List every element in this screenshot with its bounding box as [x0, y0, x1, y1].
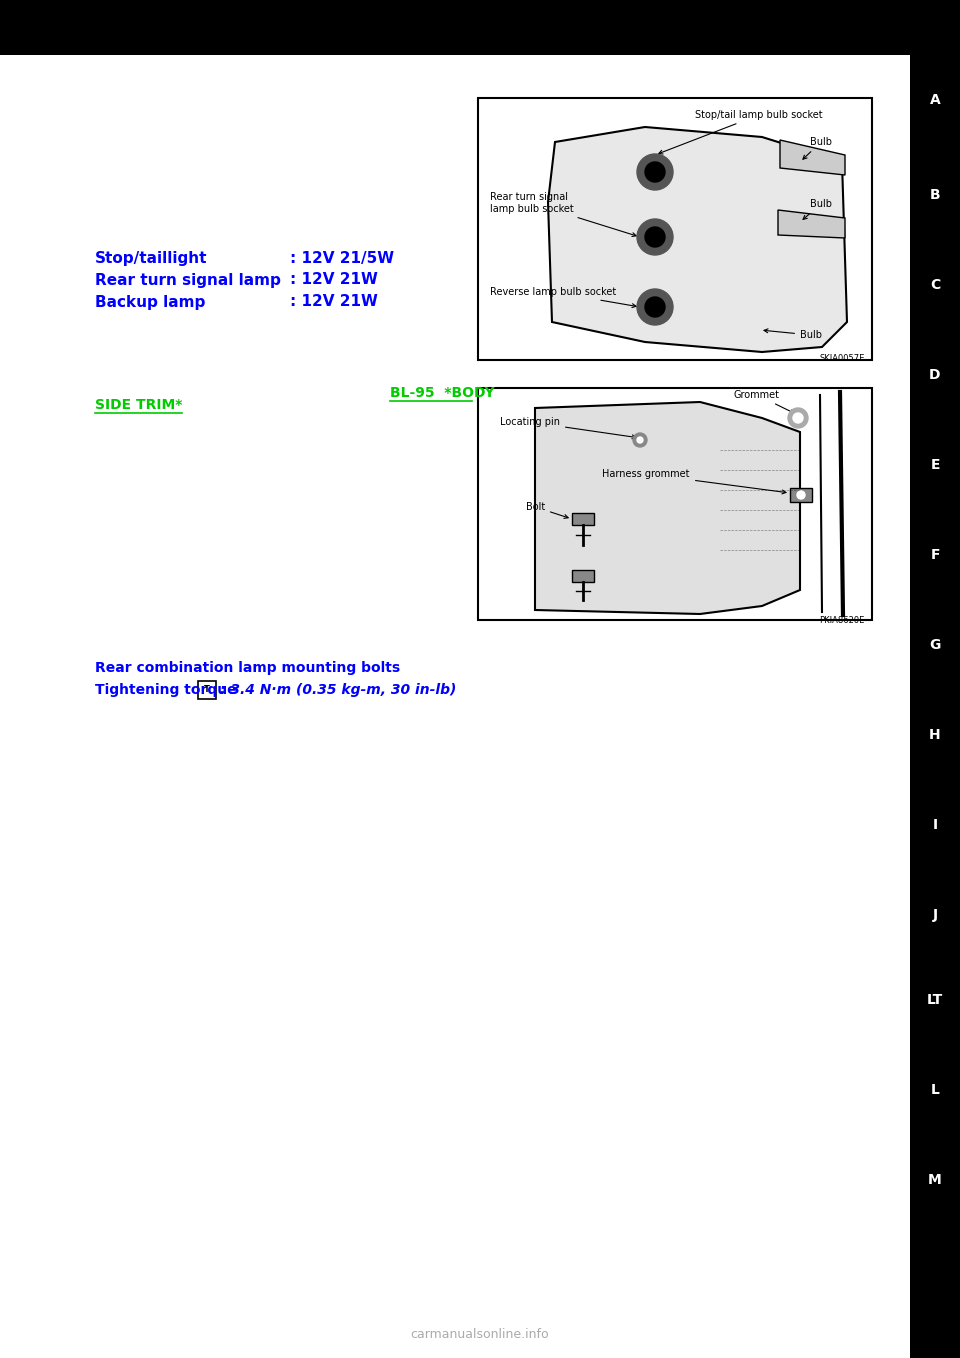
Circle shape: [633, 433, 647, 447]
Text: Harness grommet: Harness grommet: [603, 469, 786, 494]
Text: T: T: [204, 686, 210, 694]
Text: Tightening torque: Tightening torque: [95, 683, 236, 697]
Text: LT: LT: [926, 993, 943, 1008]
Text: Grommet: Grommet: [734, 390, 794, 413]
Text: Rear turn signal
lamp bulb socket: Rear turn signal lamp bulb socket: [490, 193, 636, 236]
Text: : 12V 21/5W: : 12V 21/5W: [290, 250, 395, 266]
Circle shape: [637, 289, 673, 325]
Text: E: E: [930, 458, 940, 473]
Text: Rear turn signal lamp: Rear turn signal lamp: [95, 273, 281, 288]
Circle shape: [788, 407, 808, 428]
Text: D: D: [929, 368, 941, 382]
Text: C: C: [930, 278, 940, 292]
Text: BL-95  *BODY: BL-95 *BODY: [390, 386, 494, 401]
Bar: [572, 513, 594, 526]
Text: : 12V 21W: : 12V 21W: [290, 273, 378, 288]
Text: : 12V 21W: : 12V 21W: [290, 295, 378, 310]
Circle shape: [645, 297, 665, 316]
Text: Reverse lamp bulb socket: Reverse lamp bulb socket: [490, 287, 636, 307]
Bar: [478, 388, 872, 621]
Bar: [478, 98, 872, 360]
Polygon shape: [778, 210, 845, 238]
Text: Bolt: Bolt: [526, 502, 568, 519]
Circle shape: [637, 219, 673, 255]
Text: Bulb: Bulb: [764, 329, 822, 340]
Text: I: I: [932, 818, 938, 832]
Circle shape: [637, 437, 643, 443]
Text: SIDE TRIM*: SIDE TRIM*: [95, 398, 182, 411]
Bar: [198, 680, 216, 699]
Bar: [910, 0, 960, 1358]
Text: H: H: [929, 728, 941, 741]
Circle shape: [637, 153, 673, 190]
Text: B: B: [929, 187, 940, 202]
Text: PKIA8620E: PKIA8620E: [820, 617, 865, 625]
Text: Locating pin: Locating pin: [500, 417, 636, 439]
Polygon shape: [535, 402, 800, 614]
Text: M: M: [928, 1173, 942, 1187]
Bar: [0, 0, 910, 56]
Text: Bulb: Bulb: [804, 200, 832, 220]
Text: G: G: [929, 638, 941, 652]
Circle shape: [645, 162, 665, 182]
Text: Stop/taillight: Stop/taillight: [95, 250, 207, 266]
Text: SKIA0057E: SKIA0057E: [820, 354, 865, 363]
Text: Stop/tail lamp bulb socket: Stop/tail lamp bulb socket: [659, 110, 823, 153]
Polygon shape: [548, 128, 847, 352]
Text: J: J: [932, 909, 938, 922]
Circle shape: [645, 227, 665, 247]
Text: Bulb: Bulb: [803, 137, 832, 159]
Polygon shape: [780, 140, 845, 175]
Circle shape: [797, 492, 805, 498]
Text: : 3.4 N·m (0.35 kg-m, 30 in-lb): : 3.4 N·m (0.35 kg-m, 30 in-lb): [220, 683, 456, 697]
Bar: [790, 488, 812, 502]
Text: Rear combination lamp mounting bolts: Rear combination lamp mounting bolts: [95, 661, 400, 675]
Text: Backup lamp: Backup lamp: [95, 295, 205, 310]
Bar: [572, 570, 594, 583]
Text: L: L: [930, 1082, 940, 1097]
Text: F: F: [930, 549, 940, 562]
Circle shape: [793, 413, 803, 422]
Text: carmanualsonline.info: carmanualsonline.info: [411, 1328, 549, 1342]
Text: A: A: [929, 92, 941, 107]
